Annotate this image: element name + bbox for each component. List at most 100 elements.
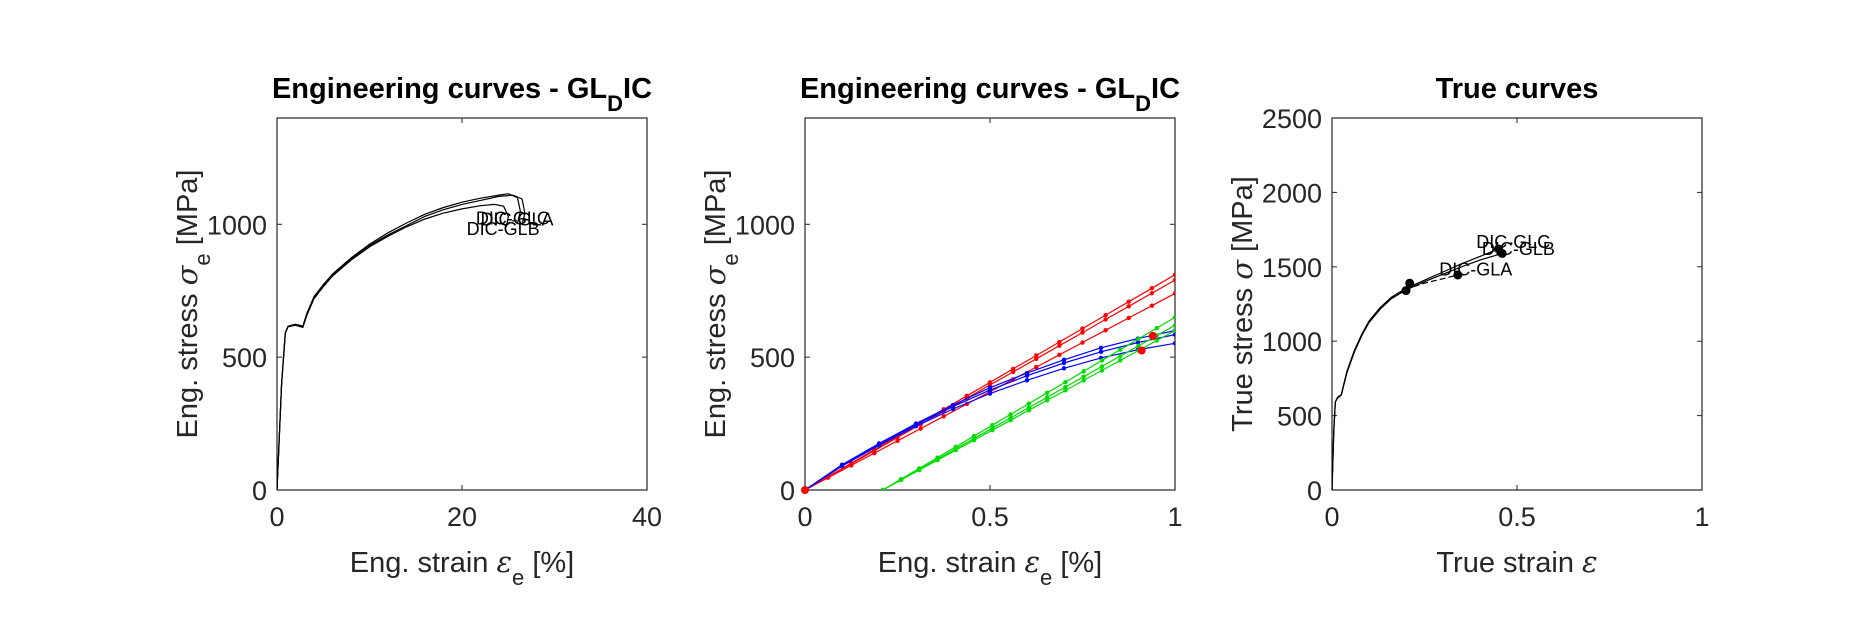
series-point xyxy=(1034,364,1039,370)
series-point xyxy=(1034,356,1039,362)
series-point xyxy=(1024,373,1030,378)
series-point xyxy=(1034,353,1039,358)
chart-title: Engineering curves - GLDIC xyxy=(800,73,1180,116)
series-point xyxy=(1081,378,1086,383)
series-point xyxy=(1080,340,1085,345)
x-tick-label: 0 xyxy=(797,502,812,532)
series-point xyxy=(1154,325,1159,331)
series-point xyxy=(839,463,845,469)
y-tick-label: 500 xyxy=(1277,402,1322,432)
axes-box xyxy=(1331,117,1703,491)
series-point xyxy=(1126,299,1131,304)
series-point xyxy=(1063,388,1068,393)
series-point xyxy=(1103,317,1108,322)
marker-point xyxy=(1401,286,1411,296)
y-axis-label: Eng. stress σe [MPa] xyxy=(698,170,743,439)
series-point xyxy=(876,443,882,448)
series-point xyxy=(1057,352,1062,358)
axes-box xyxy=(804,117,1176,491)
y-axis-label: True stress σ [MPa] xyxy=(1225,176,1259,432)
y-tick-label: 1500 xyxy=(1262,253,1322,283)
y-tick-label: 1000 xyxy=(1262,327,1322,357)
annotation-label: DIC-GLA xyxy=(481,210,554,230)
x-tick-label: 1 xyxy=(1694,502,1709,532)
series-point xyxy=(1099,364,1105,369)
highlight-point xyxy=(801,486,809,494)
series-point xyxy=(1063,379,1068,385)
plot-area xyxy=(277,193,526,490)
x-tick-label: 1 xyxy=(1167,502,1182,532)
series-point xyxy=(1008,418,1013,423)
series-point xyxy=(1061,366,1067,371)
series-point xyxy=(1149,303,1155,308)
x-tick-label: 0.5 xyxy=(1498,502,1536,532)
y-tick-label: 1000 xyxy=(735,210,795,240)
series-point xyxy=(1149,286,1155,291)
series-point xyxy=(1103,328,1108,333)
y-tick-label: 500 xyxy=(222,343,267,373)
series-point xyxy=(953,447,958,453)
series-point xyxy=(971,437,977,443)
x-tick-label: 40 xyxy=(632,502,662,532)
series-point xyxy=(1136,343,1141,349)
series-point xyxy=(898,477,904,483)
series-point xyxy=(1172,328,1175,333)
series-point xyxy=(1136,336,1141,342)
series-point xyxy=(1172,272,1175,277)
series-point xyxy=(1099,358,1105,363)
x-tick-label: 20 xyxy=(447,502,477,532)
series-point xyxy=(941,414,946,419)
series-point xyxy=(990,428,995,433)
series-point xyxy=(1172,323,1175,328)
series-point xyxy=(1061,357,1067,362)
series-point xyxy=(1081,374,1086,379)
series-point xyxy=(1172,315,1175,320)
marker-point xyxy=(1497,248,1507,258)
series-point xyxy=(1172,277,1175,283)
series-point xyxy=(872,450,877,456)
series-point xyxy=(1135,340,1141,345)
y-tick-label: 0 xyxy=(1307,476,1322,506)
series-line-dic-glc xyxy=(1332,248,1499,490)
series-point xyxy=(1126,315,1131,321)
y-tick-label: 2500 xyxy=(1262,104,1322,134)
x-axis-label: Eng. strain εe [%] xyxy=(878,545,1102,590)
series-point xyxy=(1024,378,1030,383)
series-point xyxy=(849,463,854,468)
series-point xyxy=(1117,353,1123,359)
series-point xyxy=(913,424,919,429)
axes-box xyxy=(276,117,648,491)
x-axis-label: True strain ε xyxy=(1436,545,1597,579)
series-point xyxy=(1126,304,1131,309)
series-point xyxy=(1117,358,1123,363)
chart-title: True curves xyxy=(1436,73,1599,105)
annotation-label: DIC-GLB xyxy=(1482,239,1555,259)
series-line-dic-gla xyxy=(1332,274,1458,490)
x-tick-label: 0.5 xyxy=(971,502,1009,532)
annotation-label: DIC-GLA xyxy=(1439,260,1512,280)
chart-panel-3: 0 0.5 1 0 500 1000 1500 2000 2500 True curves True… xyxy=(1225,73,1710,579)
series-point xyxy=(1081,369,1086,374)
y-tick-label: 0 xyxy=(780,476,795,506)
series-point xyxy=(825,475,831,480)
series-point xyxy=(1149,291,1155,296)
series-line-dic-glc xyxy=(277,193,521,490)
x-tick-label: 0 xyxy=(1324,502,1339,532)
series-point xyxy=(1044,390,1050,396)
chart-panel-1: 0 20 40 0 500 1000 Engineering curves - GLDIC E… xyxy=(170,73,662,590)
series-point xyxy=(1098,345,1104,351)
series-point xyxy=(1172,341,1175,346)
series-point xyxy=(1026,408,1032,413)
series-point xyxy=(917,467,922,473)
chart-title: Engineering curves - GLDIC xyxy=(272,73,652,116)
x-axis-label: Eng. strain εe [%] xyxy=(350,545,574,590)
series-point xyxy=(1172,291,1175,296)
plot-area xyxy=(1332,248,1503,490)
series-point xyxy=(1026,401,1032,406)
y-axis-label: Eng. stress σe [MPa] xyxy=(170,170,215,439)
series-point xyxy=(1057,343,1062,348)
series-point xyxy=(880,487,885,490)
series-point xyxy=(1117,347,1123,352)
series-line-dic-glb xyxy=(277,203,509,490)
